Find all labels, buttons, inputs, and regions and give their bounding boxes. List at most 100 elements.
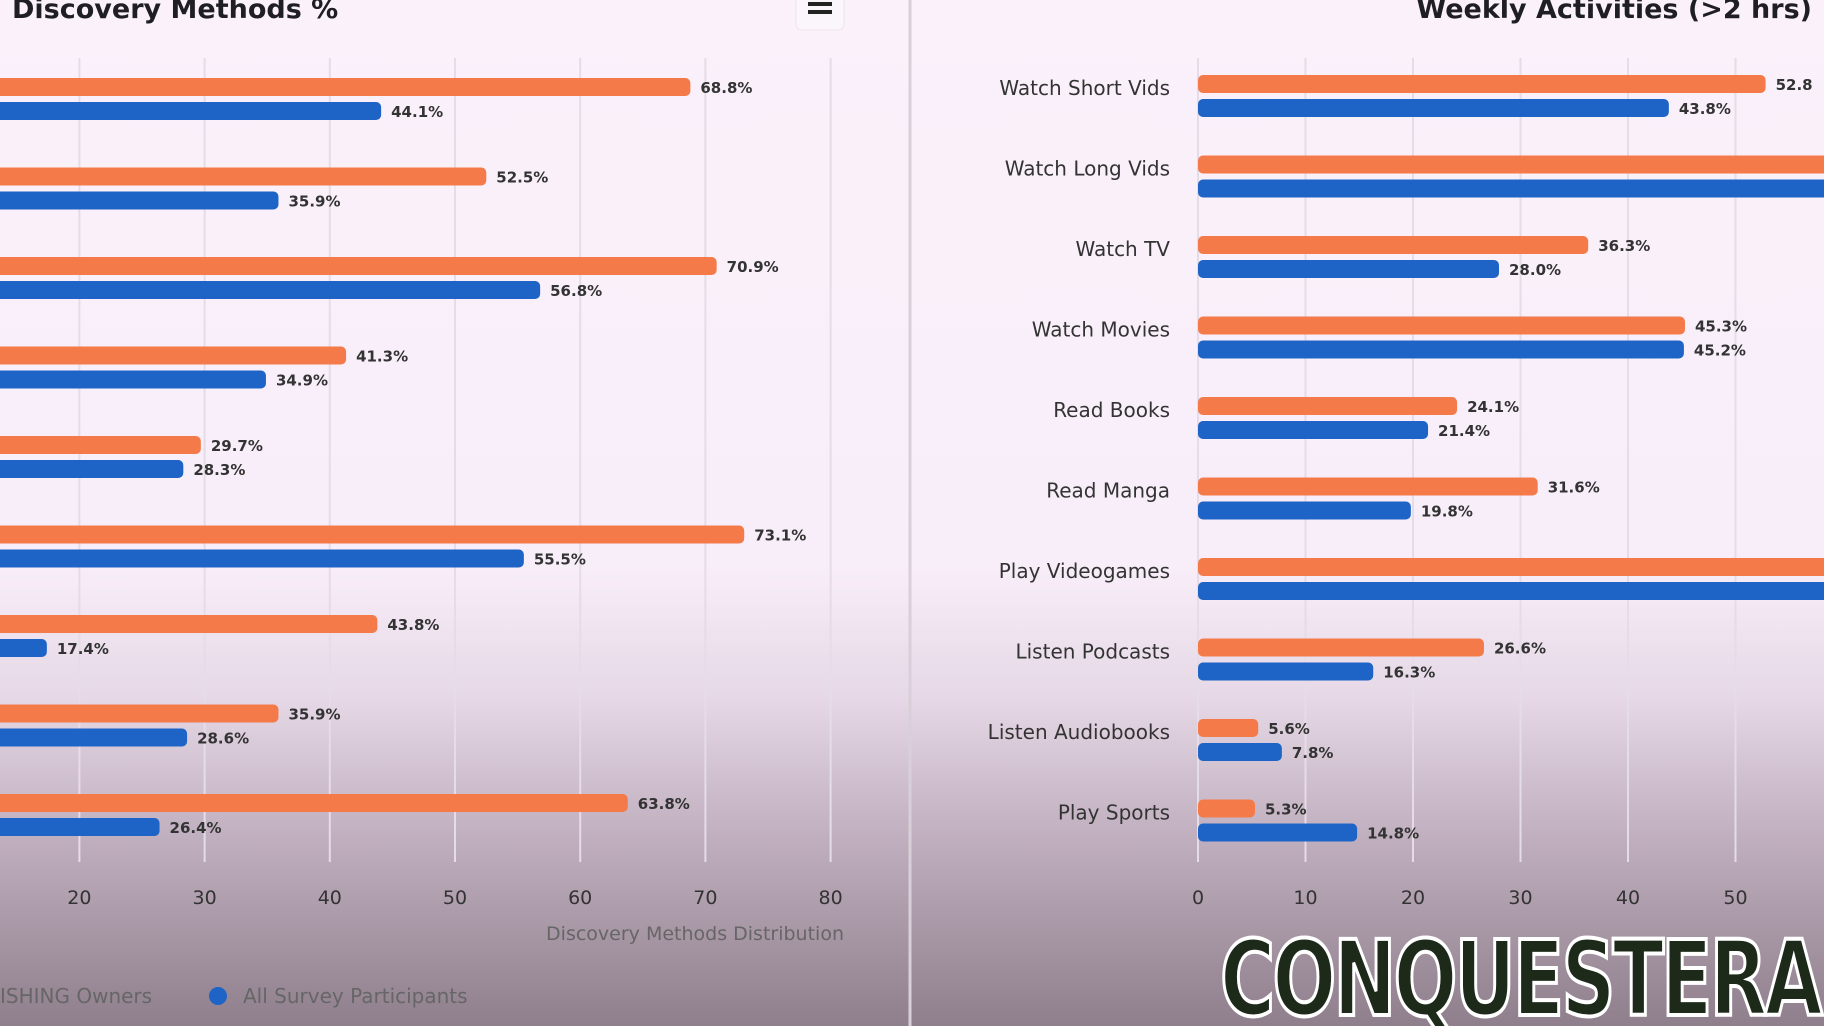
owners-bar bbox=[0, 525, 745, 544]
data-label: 36.3% bbox=[1598, 237, 1650, 255]
participants-bar bbox=[1198, 260, 1499, 278]
data-label: 43.8% bbox=[1679, 100, 1731, 118]
hamburger-menu-icon bbox=[808, 2, 832, 14]
left-x-axis-title: Discovery Methods Distribution bbox=[546, 923, 844, 945]
owners-bar bbox=[1198, 558, 1824, 576]
data-label: 43.8% bbox=[387, 616, 439, 634]
data-label: 26.4% bbox=[170, 819, 222, 837]
x-tick-label: 70 bbox=[693, 887, 717, 909]
weekly-activities-chart: 0 10 20 30 40 50 Watch Short Vids 52.8 43.8% Watc… bbox=[988, 58, 1824, 909]
participants-bar bbox=[1198, 582, 1824, 600]
data-label: 28.6% bbox=[197, 730, 249, 748]
legend-participants-marker bbox=[209, 987, 227, 1005]
category-label: Play Videogames bbox=[999, 559, 1170, 583]
participants-bar bbox=[0, 281, 541, 299]
right-chart-title: Weekly Activities (>2 hrs) bbox=[1416, 0, 1812, 25]
data-label: 28.0% bbox=[1509, 261, 1561, 279]
owners-bar bbox=[0, 167, 487, 186]
owners-bar bbox=[1198, 719, 1259, 737]
legend-owners-label[interactable]: ISHING Owners bbox=[0, 984, 152, 1008]
participants-bar bbox=[1198, 421, 1429, 439]
owners-bar bbox=[1198, 397, 1458, 415]
category-label: Watch TV bbox=[1075, 237, 1170, 261]
participants-bar bbox=[0, 639, 47, 657]
data-label: 16.3% bbox=[1383, 664, 1435, 682]
owners-bar bbox=[0, 615, 378, 633]
data-label: 41.3% bbox=[356, 348, 408, 366]
menu-button[interactable] bbox=[795, 0, 845, 31]
legend: ISHING Owners All Survey Participants bbox=[0, 984, 468, 1008]
participants-bar bbox=[0, 728, 188, 747]
data-label: 45.3% bbox=[1695, 318, 1747, 336]
owners-bar bbox=[0, 78, 691, 96]
participants-bar bbox=[1198, 823, 1358, 842]
owners-bar bbox=[1198, 155, 1824, 174]
data-label: 52.8 bbox=[1776, 76, 1813, 94]
category-label: Watch Long Vids bbox=[1005, 157, 1170, 181]
participants-bar bbox=[0, 549, 524, 568]
x-tick-label: 0 bbox=[1192, 887, 1204, 909]
x-tick-label: 20 bbox=[1401, 887, 1425, 909]
participants-bar bbox=[1198, 662, 1374, 681]
owners-bar bbox=[1198, 236, 1589, 254]
data-label: 14.8% bbox=[1367, 825, 1419, 843]
x-tick-label: 80 bbox=[819, 887, 843, 909]
x-tick-label: 50 bbox=[1723, 887, 1747, 909]
data-label: 68.8% bbox=[700, 79, 752, 97]
participants-bar bbox=[1198, 743, 1282, 761]
participants-bar bbox=[1198, 99, 1669, 117]
data-label: 28.3% bbox=[193, 461, 245, 479]
owners-bar bbox=[1198, 316, 1685, 335]
participants-bar bbox=[0, 460, 184, 478]
owners-bar bbox=[0, 346, 347, 365]
category-label: Play Sports bbox=[1058, 801, 1170, 825]
data-label: 70.9% bbox=[727, 258, 779, 276]
data-label: 7.8% bbox=[1292, 744, 1334, 762]
participants-bar bbox=[1198, 340, 1684, 359]
category-label: Watch Short Vids bbox=[999, 76, 1170, 100]
category-label: Read Manga bbox=[1046, 479, 1170, 503]
owners-bar bbox=[1198, 638, 1484, 657]
category-label: Watch Movies bbox=[1032, 318, 1170, 342]
x-tick-label: 40 bbox=[318, 887, 342, 909]
category-label: Read Books bbox=[1053, 398, 1170, 422]
data-label: 55.5% bbox=[534, 551, 586, 569]
data-label: 35.9% bbox=[288, 193, 340, 211]
data-label: 52.5% bbox=[496, 169, 548, 187]
participants-bar bbox=[0, 370, 266, 389]
discovery-methods-chart: 20 30 40 50 60 70 80 68.8% 44.1% 52.5% 35.9% 70.9% 5… bbox=[0, 58, 843, 909]
owners-bar bbox=[0, 257, 717, 275]
participants-bar bbox=[0, 818, 160, 836]
data-label: 21.4% bbox=[1438, 422, 1490, 440]
category-label: Listen Podcasts bbox=[1015, 640, 1170, 664]
x-tick-label: 30 bbox=[1508, 887, 1532, 909]
category-label: Listen Audiobooks bbox=[988, 720, 1170, 744]
participants-bar bbox=[1198, 501, 1411, 520]
data-label: 44.1% bbox=[391, 103, 443, 121]
owners-bar bbox=[0, 436, 201, 454]
participants-bar bbox=[1198, 179, 1824, 198]
participants-bar bbox=[0, 102, 382, 120]
left-chart-title: Discovery Methods % bbox=[12, 0, 338, 25]
x-tick-label: 20 bbox=[67, 887, 91, 909]
owners-bar bbox=[0, 704, 279, 723]
x-tick-label: 50 bbox=[443, 887, 467, 909]
owners-bar bbox=[1198, 799, 1255, 818]
participants-bar bbox=[0, 191, 279, 210]
x-tick-label: 30 bbox=[193, 887, 217, 909]
data-label: 63.8% bbox=[638, 795, 690, 813]
data-label: 19.8% bbox=[1421, 503, 1473, 521]
data-label: 26.6% bbox=[1494, 640, 1546, 658]
x-tick-label: 60 bbox=[568, 887, 592, 909]
data-label: 5.3% bbox=[1265, 801, 1307, 819]
legend-participants-label[interactable]: All Survey Participants bbox=[243, 984, 468, 1008]
data-label: 73.1% bbox=[754, 527, 806, 545]
data-label: 17.4% bbox=[57, 640, 109, 658]
x-tick-label: 40 bbox=[1616, 887, 1640, 909]
data-label: 56.8% bbox=[550, 282, 602, 300]
data-label: 45.2% bbox=[1694, 342, 1746, 360]
owners-bar bbox=[0, 794, 628, 812]
data-label: 5.6% bbox=[1268, 720, 1310, 738]
data-label: 29.7% bbox=[211, 437, 263, 455]
